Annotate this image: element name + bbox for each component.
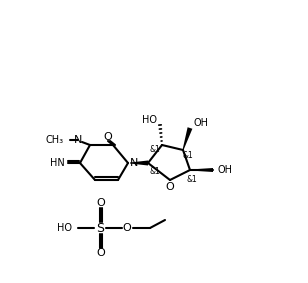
Text: &1: &1 xyxy=(150,145,160,155)
Text: N: N xyxy=(130,158,138,168)
Text: CH₃: CH₃ xyxy=(46,135,64,145)
Text: HO: HO xyxy=(142,115,157,125)
Text: &1: &1 xyxy=(183,151,193,160)
Text: N: N xyxy=(74,135,82,145)
Text: &1: &1 xyxy=(150,168,161,177)
Polygon shape xyxy=(190,168,213,172)
Text: O: O xyxy=(123,223,132,233)
Text: OH: OH xyxy=(218,165,233,175)
Text: OH: OH xyxy=(193,118,208,128)
Polygon shape xyxy=(183,127,192,150)
Text: HO: HO xyxy=(57,223,72,233)
Text: S: S xyxy=(96,222,104,235)
Text: O: O xyxy=(166,182,174,192)
Text: O: O xyxy=(103,132,112,142)
Text: O: O xyxy=(97,198,105,208)
Polygon shape xyxy=(130,160,148,166)
Text: HN: HN xyxy=(50,158,65,168)
Text: O: O xyxy=(97,248,105,258)
Text: &1: &1 xyxy=(187,175,197,183)
